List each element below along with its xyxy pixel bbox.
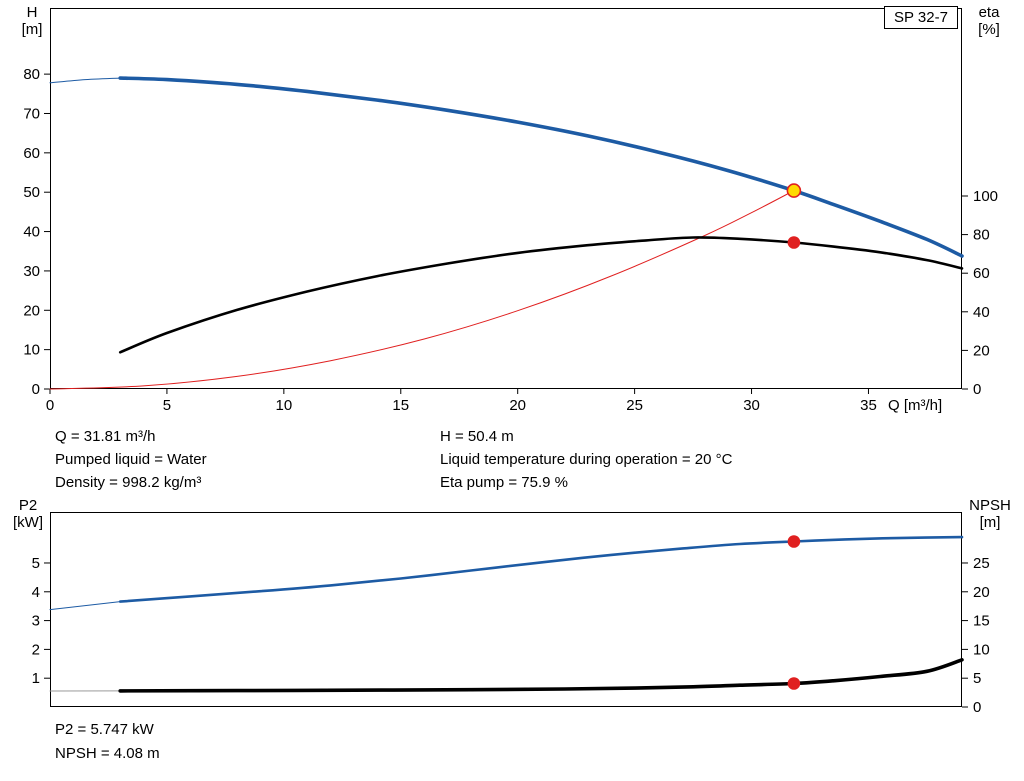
x-tick-label: 0 xyxy=(46,397,54,414)
info-density: Density = 998.2 kg/m³ xyxy=(55,474,202,491)
left-tick-label: 20 xyxy=(23,302,40,319)
p2-curve-lead xyxy=(49,601,121,611)
head-axis-title: H [m] xyxy=(12,4,52,38)
eta-curve xyxy=(118,236,964,354)
right-tick-label: 40 xyxy=(973,304,990,321)
x-tick-label: 20 xyxy=(509,397,526,414)
right-tick-label: 20 xyxy=(973,584,990,601)
npsh-axis-title-line1: NPSH xyxy=(969,497,1011,514)
right-tick-label: 0 xyxy=(973,699,981,716)
p2-axis-title: P2 [kW] xyxy=(6,497,50,531)
left-tick-label: 1 xyxy=(32,670,40,687)
eta-axis-title-line1: eta xyxy=(978,4,1000,21)
flow-axis-title: Q [m³/h] xyxy=(888,397,943,414)
plot-border xyxy=(50,8,962,389)
p2-point[interactable] xyxy=(787,535,801,548)
system-curve xyxy=(49,190,795,390)
x-tick-label: 30 xyxy=(743,397,760,414)
x-tick-label: 25 xyxy=(626,397,643,414)
eta-point[interactable] xyxy=(787,236,801,249)
info-flow: Q = 31.81 m³/h xyxy=(55,428,156,445)
left-tick-label: 2 xyxy=(32,641,40,658)
right-tick-label: 80 xyxy=(973,227,990,244)
left-tick-label: 10 xyxy=(23,342,40,359)
pump-name-box: SP 32-7 xyxy=(884,6,958,29)
npsh-curve xyxy=(118,658,964,693)
right-tick-label: 10 xyxy=(973,641,990,658)
right-tick-label: 25 xyxy=(973,555,990,572)
head-axis-title-line2: [m] xyxy=(21,21,43,38)
right-tick-label: 0 xyxy=(973,381,981,398)
head-curve xyxy=(118,76,964,258)
p2-axis-title-line1: P2 xyxy=(18,497,38,514)
duty-point[interactable] xyxy=(786,183,802,198)
p2-axis-title-line2: [kW] xyxy=(13,514,43,531)
right-tick-label: 15 xyxy=(973,613,990,630)
left-tick-label: 30 xyxy=(23,263,40,280)
head-axis-title-line1: H xyxy=(26,4,38,21)
info-pumped-liquid: Pumped liquid = Water xyxy=(55,451,207,468)
info-liquid-temp: Liquid temperature during operation = 20… xyxy=(440,451,733,468)
info-npsh: NPSH = 4.08 m xyxy=(55,745,160,762)
left-tick-label: 70 xyxy=(23,105,40,122)
x-tick-label: 5 xyxy=(163,397,171,414)
npsh-axis-title: NPSH [m] xyxy=(962,497,1018,531)
info-p2: P2 = 5.747 kW xyxy=(55,721,154,738)
left-tick-label: 3 xyxy=(32,613,40,630)
eta-axis-title-line2: [%] xyxy=(978,21,1000,38)
x-tick-label: 15 xyxy=(392,397,409,414)
npsh-point[interactable] xyxy=(787,677,801,690)
x-tick-label: 10 xyxy=(276,397,293,414)
p2-curve xyxy=(118,535,964,603)
x-tick-label: 35 xyxy=(860,397,877,414)
left-tick-label: 4 xyxy=(32,584,40,601)
right-tick-label: 60 xyxy=(973,265,990,282)
info-head: H = 50.4 m xyxy=(440,428,514,445)
left-tick-label: 60 xyxy=(23,145,40,162)
left-tick-label: 0 xyxy=(32,381,40,398)
right-tick-label: 5 xyxy=(973,670,981,687)
npsh-axis-title-line2: [m] xyxy=(979,514,1001,531)
left-tick-label: 40 xyxy=(23,224,40,241)
left-tick-label: 5 xyxy=(32,555,40,572)
left-tick-label: 80 xyxy=(23,66,40,83)
plot-border xyxy=(50,512,962,707)
head-curve-lead xyxy=(49,77,121,84)
right-tick-label: 100 xyxy=(973,188,998,205)
chart-group: 0 10 20 30 40 50 60 70 80 0 20 40 60 80 100 0 5 10 15 20 25 3… xyxy=(23,8,998,414)
eta-axis-title: eta [%] xyxy=(964,4,1014,38)
info-eta-pump: Eta pump = 75.9 % xyxy=(440,474,568,491)
left-tick-label: 50 xyxy=(23,184,40,201)
chart-group: 1 2 3 4 5 0 5 10 15 20 25 xyxy=(32,512,990,716)
right-tick-label: 20 xyxy=(973,342,990,359)
